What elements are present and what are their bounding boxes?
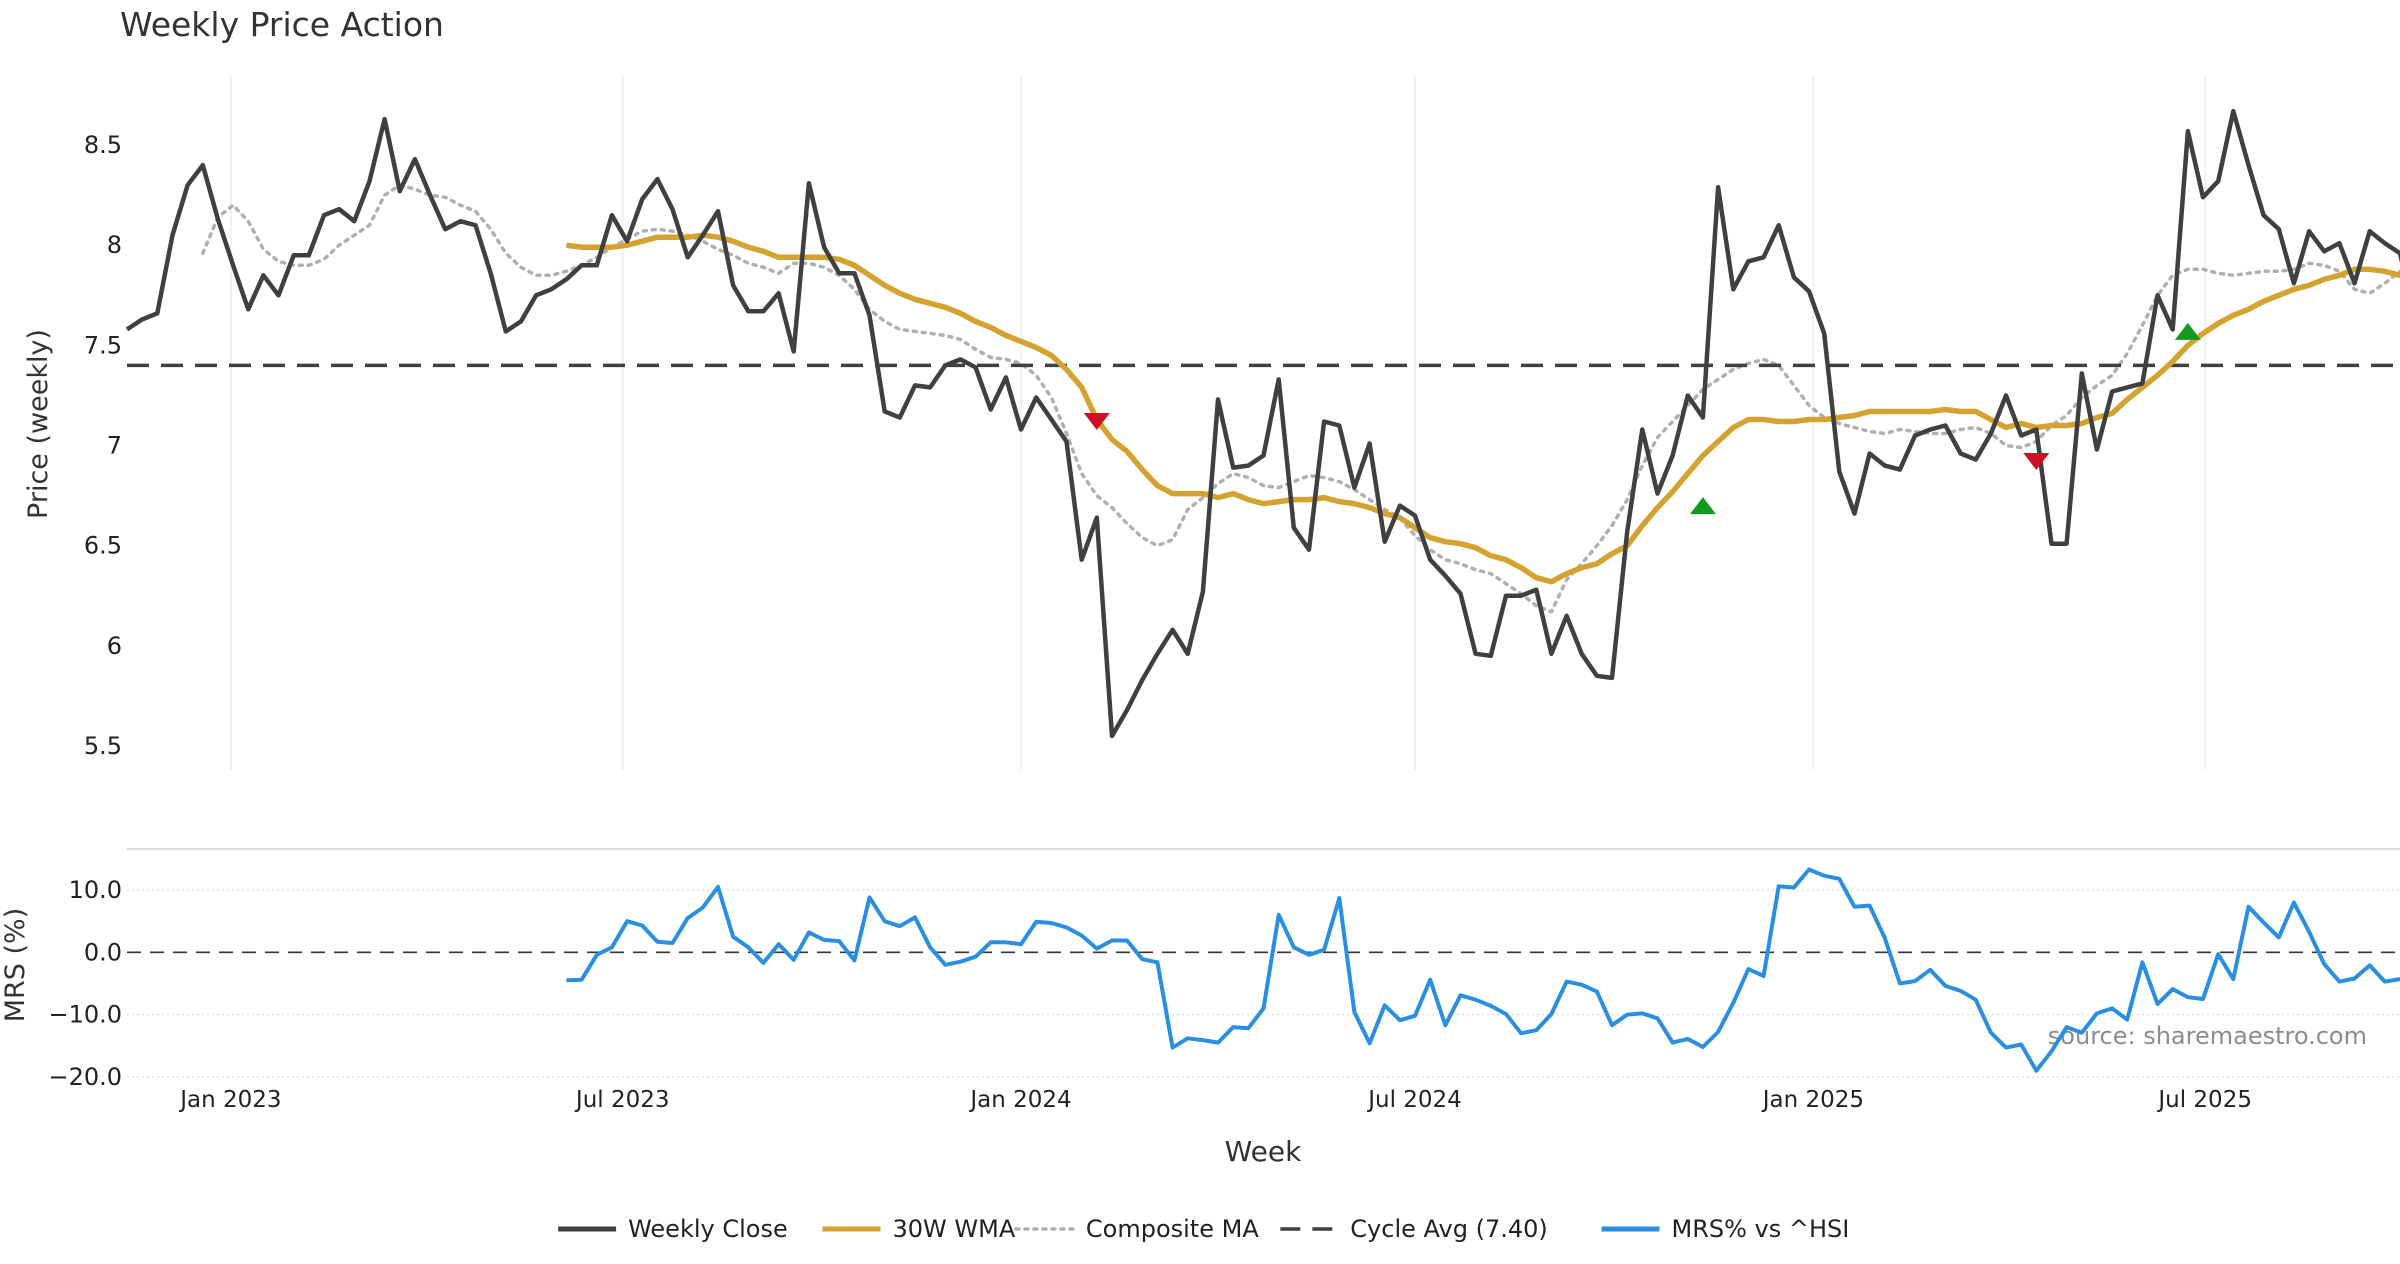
price-y-axis-label: Price (weekly) [23,329,54,519]
price-y-tick-label: 6 [107,632,122,660]
mrs-y-axis-label: MRS (%) [0,908,31,1023]
x-tick-label: Jul 2024 [1366,1087,1462,1113]
x-tick-label: Jul 2025 [2156,1087,2252,1113]
legend-item: 30W WMA [822,1215,1016,1243]
series-line-mrs-vs-hsi [566,867,2400,1073]
mrs-y-tick-label: 0.0 [84,938,122,966]
buy-signal-marker [2174,322,2201,340]
source-annotation: source: sharemaestro.com [2048,1022,2367,1050]
buy-signal-marker [1689,497,1716,515]
price-y-tick-label: 7.5 [84,331,122,359]
mrs-y-tick-label: −20.0 [48,1063,122,1091]
legend-label: Composite MA [1086,1215,1259,1243]
legend-label: Weekly Close [628,1215,788,1243]
price-y-ticks: 5.5 6 6.5 7 7.5 8 8.5 [84,131,122,760]
legend-item: Composite MA [1014,1215,1259,1243]
legend-item: MRS% vs ^HSI [1601,1215,1850,1243]
legend-label: Cycle Avg (7.40) [1350,1215,1547,1243]
x-axis-label: Week [1225,1135,1302,1168]
sell-signal-marker [1083,412,1110,430]
chart-title: Weekly Price Action [120,5,444,44]
mrs-y-tick-label: 10.0 [69,876,122,904]
price-series-group [125,108,2400,739]
mrs-series-group [566,867,2400,1073]
legend: Weekly Close 30W WMA Composite MA Cycle Avg… [558,1215,1849,1243]
mrs-grid [127,848,2400,1078]
x-tick-label: Jan 2025 [1761,1087,1864,1113]
price-y-tick-label: 5.5 [84,732,122,760]
legend-label: MRS% vs ^HSI [1672,1215,1850,1243]
legend-item: Cycle Avg (7.40) [1280,1215,1548,1243]
mrs-y-ticks: 10.0 0.0 −10.0 −20.0 [48,876,122,1091]
legend-item: Weekly Close [558,1215,788,1243]
series-line-30w-wma [566,232,2400,585]
legend-label: 30W WMA [893,1215,1016,1243]
x-ticks: Jan 2023 Jul 2023 Jan 2024 Jul 2024 Jan 2025… [178,1087,2252,1113]
price-y-tick-label: 8.5 [84,131,122,159]
x-tick-label: Jul 2023 [574,1087,670,1113]
series-line-weekly-close [125,108,2400,739]
price-y-tick-label: 8 [107,231,122,259]
sell-signal-marker [2023,453,2050,471]
signal-markers [1083,322,2201,515]
price-y-tick-label: 7 [107,432,122,460]
series-line-composite-ma [201,183,2400,614]
price-y-tick-label: 6.5 [84,532,122,560]
x-tick-label: Jan 2023 [178,1087,281,1113]
mrs-y-tick-label: −10.0 [48,1001,122,1029]
x-tick-label: Jan 2024 [968,1087,1071,1113]
